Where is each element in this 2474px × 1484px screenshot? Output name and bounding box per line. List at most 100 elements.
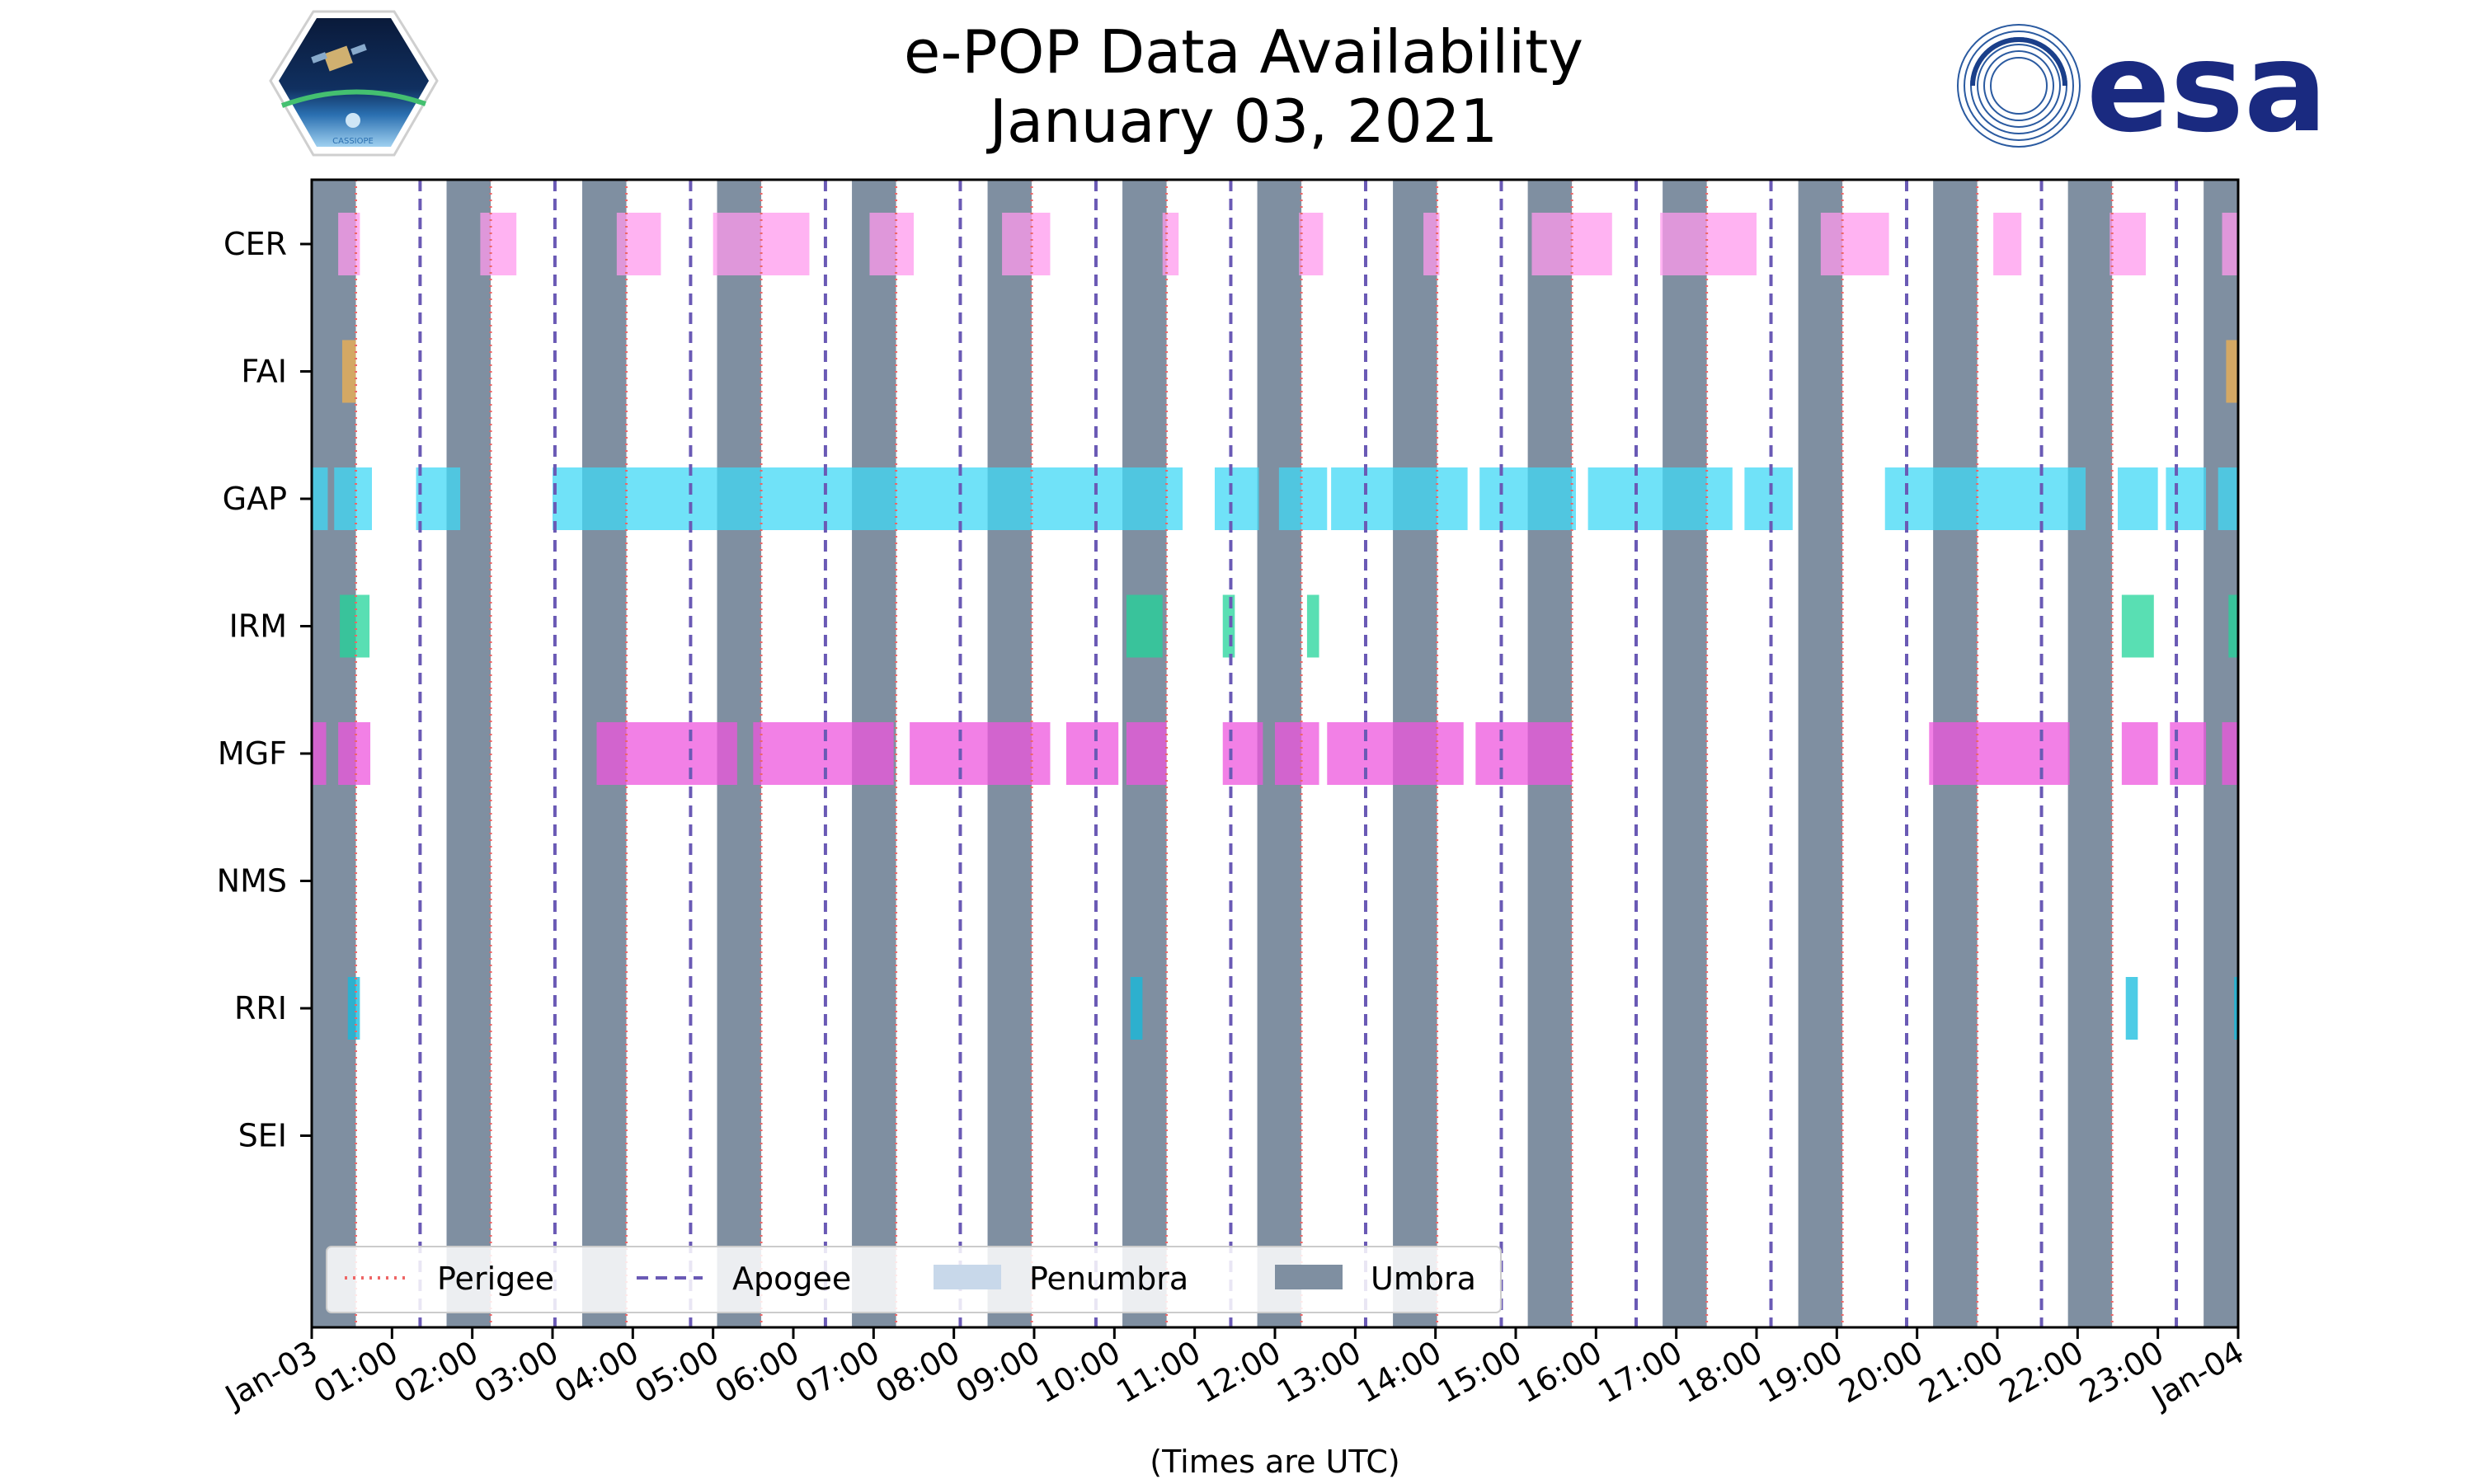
umbra-band-10 (1663, 180, 1707, 1327)
bar-cer-8 (1423, 213, 1440, 275)
x-tick-label-2: 02:00 (388, 1334, 484, 1411)
chart-subtitle: January 03, 2021 (986, 87, 1498, 156)
esa-logo-text: esa (2086, 16, 2327, 160)
bar-rri-1 (1130, 977, 1143, 1040)
bar-gap-9 (1744, 467, 1793, 530)
bar-gap-12 (2166, 467, 2207, 530)
bar-fai-0 (341, 340, 356, 403)
umbra-band-1 (446, 180, 492, 1327)
bar-irm-1 (1126, 594, 1163, 658)
esa-logo: esa (1957, 16, 2327, 160)
bar-gap-13 (2218, 467, 2238, 530)
apogee-lines (418, 180, 2179, 1327)
x-tick-label-13: 13:00 (1271, 1334, 1367, 1411)
legend-penumbra-label: Penumbra (1029, 1261, 1188, 1297)
x-tick-label-22: 22:00 (1993, 1334, 2090, 1411)
bar-rri-0 (347, 977, 360, 1040)
bar-cer-7 (1299, 213, 1324, 275)
x-tick-label-5: 05:00 (628, 1334, 725, 1411)
x-tick-label-15: 15:00 (1432, 1334, 1528, 1411)
data-bars (312, 213, 2238, 1040)
bar-mgf-5 (1065, 722, 1119, 785)
bar-mgf-1 (338, 722, 371, 785)
bar-gap-7 (1479, 467, 1576, 530)
bar-gap-3 (553, 467, 1183, 530)
bar-irm-4 (2121, 594, 2154, 658)
x-axis-label: (Times are UTC) (1150, 1444, 1399, 1480)
y-tick-label-fai: FAI (241, 354, 287, 390)
bar-mgf-3 (753, 722, 894, 785)
x-tick-label-3: 03:00 (468, 1334, 565, 1411)
bar-gap-10 (1884, 467, 2086, 530)
x-tick-label-12: 12:00 (1191, 1334, 1287, 1411)
bar-cer-11 (1820, 213, 1889, 275)
bar-gap-2 (416, 467, 461, 530)
bar-gap-4 (1215, 467, 1259, 530)
bar-mgf-0 (312, 722, 327, 785)
legend-apogee-label: Apogee (732, 1261, 851, 1297)
bar-mgf-11 (1929, 722, 2070, 785)
x-tick-label-19: 19:00 (1752, 1334, 1849, 1411)
chart-title: e-POP Data Availability (904, 17, 1583, 87)
bar-cer-6 (1162, 213, 1179, 275)
bar-cer-1 (480, 213, 517, 275)
bar-mgf-8 (1275, 722, 1319, 785)
legend-perigee-label: Perigee (437, 1261, 554, 1297)
bar-cer-13 (2109, 213, 2147, 275)
cassiope-logo: CASSIOPE (269, 10, 439, 157)
x-tick-label-10: 10:00 (1030, 1334, 1126, 1411)
x-tick-label-1: 01:00 (308, 1334, 404, 1411)
bar-mgf-12 (2121, 722, 2158, 785)
bar-mgf-7 (1222, 722, 1263, 785)
legend-umbra-label: Umbra (1371, 1261, 1476, 1297)
x-tick-label-20: 20:00 (1832, 1334, 1929, 1411)
bar-cer-0 (338, 213, 360, 275)
x-tick-label-18: 18:00 (1672, 1334, 1769, 1411)
bar-mgf-10 (1475, 722, 1573, 785)
y-tick-label-sei: SEI (238, 1118, 287, 1154)
umbra-band-11 (1798, 180, 1843, 1327)
x-tick-label-0: Jan-03 (218, 1334, 323, 1416)
bar-rri-2 (2125, 977, 2138, 1040)
bar-cer-5 (1002, 213, 1051, 275)
x-tick-label-16: 16:00 (1512, 1334, 1608, 1411)
bar-rri-3 (2234, 977, 2238, 1040)
legend-penumbra-swatch (934, 1265, 1001, 1289)
y-tick-label-rri: RRI (234, 990, 287, 1026)
bar-cer-3 (713, 213, 810, 275)
bar-gap-1 (334, 467, 372, 530)
bar-gap-8 (1587, 467, 1733, 530)
bar-gap-5 (1278, 467, 1328, 530)
y-tick-label-cer: CER (223, 226, 287, 262)
cassiope-badge-text: CASSIOPE (332, 137, 374, 146)
bar-irm-0 (340, 594, 370, 658)
bar-mgf-4 (910, 722, 1051, 785)
y-axis: CER FAI GAP IRM MGF NMS RRI SEI (217, 226, 312, 1154)
bar-cer-10 (1660, 213, 1757, 275)
bar-fai-1 (2226, 340, 2238, 403)
umbra-band-13 (2067, 180, 2113, 1327)
x-tick-label-17: 17:00 (1592, 1334, 1688, 1411)
perigee-lines (355, 180, 2114, 1327)
y-tick-label-gap: GAP (223, 481, 287, 517)
bar-cer-14 (2222, 213, 2238, 275)
x-tick-label-21: 21:00 (1913, 1334, 2010, 1411)
x-tick-label-9: 09:00 (950, 1334, 1047, 1411)
x-tick-label-11: 11:00 (1110, 1334, 1206, 1411)
legend-box (326, 1246, 1502, 1313)
y-tick-label-nms: NMS (217, 863, 287, 899)
y-tick-label-irm: IRM (229, 608, 287, 645)
x-axis: Jan-0301:0002:0003:0004:0005:0006:0007:0… (218, 1327, 2251, 1416)
bar-gap-6 (1331, 467, 1468, 530)
bar-gap-0 (312, 467, 328, 530)
x-tick-label-7: 07:00 (789, 1334, 886, 1411)
legend: Perigee Apogee Penumbra Umbra (326, 1246, 1502, 1313)
x-tick-label-8: 08:00 (869, 1334, 966, 1411)
x-tick-label-6: 06:00 (709, 1334, 806, 1411)
x-tick-label-24: Jan-04 (2144, 1334, 2250, 1416)
bar-mgf-14 (2222, 722, 2238, 785)
bar-cer-4 (869, 213, 914, 275)
y-tick-label-mgf: MGF (218, 735, 287, 772)
bar-mgf-6 (1126, 722, 1167, 785)
